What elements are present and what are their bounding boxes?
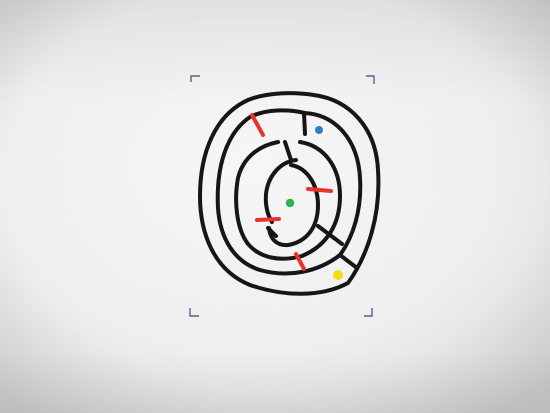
- corner-mark-bottom-right: [364, 308, 373, 317]
- corner-mark-bottom-left: [189, 308, 199, 317]
- red-barrier-center-right: [306, 187, 333, 193]
- red-barrier-left: [255, 217, 281, 222]
- corner-mark-top-left: [190, 75, 200, 82]
- maze-connector-top-inner: [283, 140, 293, 162]
- maze-connector-top: [302, 111, 307, 136]
- maze-inner-curve: [263, 158, 298, 224]
- maze-connector-bottom-right: [338, 253, 359, 270]
- yellow-goal-dot: [333, 270, 343, 280]
- corner-mark-top-right: [366, 75, 375, 84]
- red-barrier-top-left: [250, 113, 265, 137]
- green-start-dot: [285, 198, 295, 208]
- blue-goal-dot: [315, 126, 323, 134]
